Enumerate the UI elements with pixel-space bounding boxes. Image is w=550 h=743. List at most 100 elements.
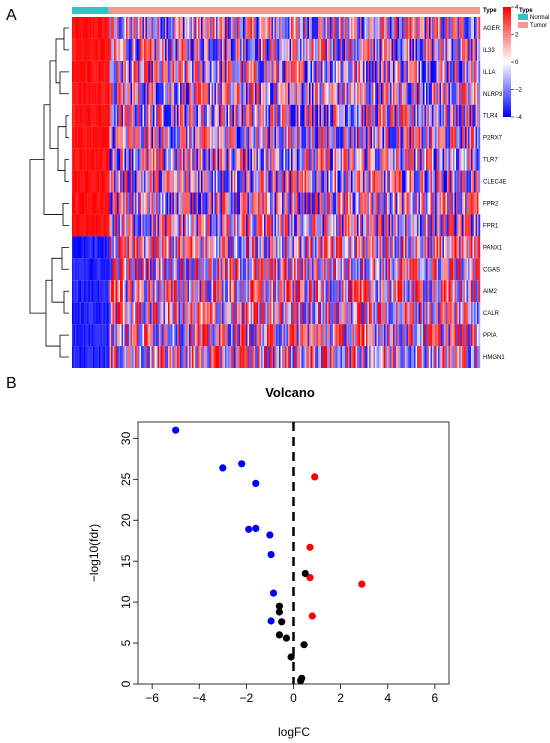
heatmap-cell — [250, 302, 253, 325]
heatmap-cell — [366, 82, 368, 105]
heatmap-cell — [441, 60, 443, 83]
heatmap-cell — [472, 126, 475, 149]
heatmap-cell — [381, 236, 383, 259]
heatmap-cell — [157, 148, 160, 171]
heatmap-cell — [283, 280, 286, 303]
heatmap-cell — [412, 324, 415, 347]
heatmap-cell — [343, 17, 346, 39]
heatmap-cell — [294, 38, 296, 61]
heatmap-cell — [247, 280, 250, 303]
heatmap-cell — [336, 104, 338, 127]
heatmap-cell — [142, 126, 145, 149]
heatmap-cell — [336, 258, 338, 281]
heatmap-cell — [165, 258, 167, 281]
heatmap-cell — [243, 236, 245, 259]
heatmap-cell — [138, 38, 140, 61]
heatmap-cell — [136, 82, 139, 105]
heatmap-cell — [157, 17, 160, 39]
heatmap-cell — [414, 214, 416, 237]
heatmap-cell — [370, 324, 373, 347]
heatmap-cell — [78, 192, 80, 215]
heatmap-cell — [376, 302, 379, 325]
heatmap-cell — [162, 346, 164, 368]
heatmap-cell — [355, 236, 358, 259]
heatmap-cell — [235, 104, 238, 127]
heatmap-cell — [298, 324, 301, 347]
heatmap-cell — [76, 192, 79, 215]
heatmap-cell — [331, 324, 334, 347]
heatmap-cell — [301, 214, 304, 237]
heatmap-cell — [405, 170, 407, 193]
heatmap-cell — [466, 280, 469, 303]
heatmap-cell — [477, 324, 479, 347]
heatmap-cell — [189, 324, 191, 347]
heatmap-cell — [408, 214, 410, 237]
heatmap-cell — [112, 60, 115, 83]
heatmap-cell — [468, 148, 470, 171]
heatmap-cell — [136, 258, 139, 281]
heatmap-cell — [219, 302, 221, 325]
heatmap-cell — [231, 324, 233, 347]
legend-normal-label: Normal — [530, 15, 549, 21]
heatmap-cell — [261, 17, 263, 39]
heatmap-cell — [255, 170, 257, 193]
heatmap-cell — [429, 38, 431, 61]
heatmap-cell — [94, 346, 97, 368]
heatmap-cell — [247, 324, 250, 347]
heatmap-cell — [273, 214, 275, 237]
heatmap-cell — [301, 82, 304, 105]
heatmap-cell — [120, 236, 122, 259]
heatmap-cell — [72, 192, 74, 215]
heatmap-cell — [327, 214, 329, 237]
heatmap-cell — [316, 324, 319, 347]
heatmap-cell — [457, 104, 460, 127]
heatmap-cell — [130, 214, 133, 237]
heatmap-cell — [130, 236, 133, 259]
heatmap-cell — [444, 60, 446, 83]
heatmap-cell — [348, 60, 350, 83]
heatmap-cell — [166, 346, 169, 368]
heatmap-cell — [322, 82, 325, 105]
heatmap-cell — [91, 346, 94, 368]
heatmap-cell — [97, 38, 100, 61]
heatmap-cell — [231, 17, 233, 39]
heatmap-cell — [87, 104, 89, 127]
gene-label: AGER — [483, 26, 501, 32]
heatmap-cell — [432, 258, 434, 281]
heatmap-cell — [154, 148, 157, 171]
heatmap-cell — [420, 192, 422, 215]
heatmap-cell — [409, 170, 412, 193]
heatmap-cell — [291, 126, 293, 149]
heatmap-cell — [228, 148, 230, 171]
heatmap-cell — [301, 17, 304, 39]
heatmap-cell — [199, 302, 202, 325]
heatmap-cell — [471, 104, 473, 127]
heatmap-cell — [405, 346, 407, 368]
x-tick-label: 4 — [384, 691, 391, 705]
heatmap-cell — [132, 60, 134, 83]
heatmap-cell — [391, 346, 394, 368]
heatmap-cell — [165, 82, 167, 105]
heatmap-cell — [444, 258, 446, 281]
heatmap-cell — [141, 258, 143, 281]
heatmap-cell — [367, 346, 370, 368]
heatmap-cell — [211, 280, 214, 303]
heatmap-cell — [319, 17, 322, 39]
heatmap-cell — [301, 236, 304, 259]
heatmap-cell — [442, 258, 445, 281]
heatmap-cell — [334, 104, 337, 127]
heatmap-cell — [264, 60, 266, 83]
heatmap-cell — [145, 60, 148, 83]
heatmap-cell — [415, 17, 418, 39]
heatmap-cell — [94, 258, 97, 281]
volcano-point — [287, 653, 295, 661]
heatmap-cell — [388, 236, 391, 259]
heatmap-cell — [88, 192, 91, 215]
heatmap-cell — [421, 302, 424, 325]
heatmap-cell — [241, 38, 244, 61]
heatmap-cell — [421, 346, 424, 368]
heatmap-cell — [279, 192, 281, 215]
heatmap-cell — [88, 170, 91, 193]
heatmap-cell — [280, 258, 283, 281]
heatmap-cell — [352, 170, 355, 193]
